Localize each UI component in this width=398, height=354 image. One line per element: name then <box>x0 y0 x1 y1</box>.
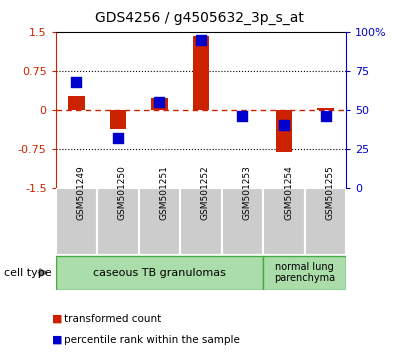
Bar <box>97 188 139 255</box>
Point <box>73 79 80 85</box>
Bar <box>180 188 222 255</box>
Point <box>115 135 121 141</box>
Bar <box>56 188 97 255</box>
Text: GSM501252: GSM501252 <box>201 166 210 221</box>
Text: GSM501254: GSM501254 <box>284 166 293 221</box>
Text: GDS4256 / g4505632_3p_s_at: GDS4256 / g4505632_3p_s_at <box>95 11 303 25</box>
Bar <box>222 188 263 255</box>
Bar <box>139 188 180 255</box>
Bar <box>305 188 346 255</box>
Text: GSM501249: GSM501249 <box>76 166 86 221</box>
Text: cell type: cell type <box>4 268 52 278</box>
Point <box>239 113 246 119</box>
Text: GSM501251: GSM501251 <box>160 166 168 221</box>
Bar <box>56 256 263 290</box>
Bar <box>68 96 85 110</box>
Bar <box>263 256 346 290</box>
Text: GSM501255: GSM501255 <box>326 166 334 221</box>
Point <box>281 122 287 128</box>
Text: ■: ■ <box>52 314 62 324</box>
Text: GSM501253: GSM501253 <box>242 166 252 221</box>
Text: percentile rank within the sample: percentile rank within the sample <box>64 335 240 345</box>
Bar <box>193 36 209 110</box>
Bar <box>263 188 305 255</box>
Text: ■: ■ <box>52 335 62 345</box>
Text: GSM501250: GSM501250 <box>118 166 127 221</box>
Point <box>322 113 329 119</box>
Point <box>198 37 204 42</box>
Bar <box>151 98 168 110</box>
Text: caseous TB granulomas: caseous TB granulomas <box>93 268 226 278</box>
Bar <box>110 110 126 129</box>
Bar <box>317 108 334 110</box>
Text: normal lung
parenchyma: normal lung parenchyma <box>274 262 336 284</box>
Text: transformed count: transformed count <box>64 314 161 324</box>
Point <box>156 99 163 105</box>
Bar <box>276 110 292 152</box>
